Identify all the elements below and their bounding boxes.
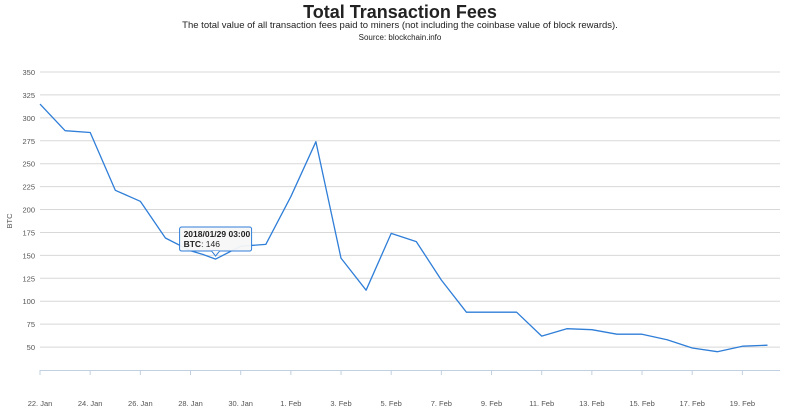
x-tick-label: 11. Feb bbox=[529, 399, 554, 408]
x-tick-label: 5. Feb bbox=[381, 399, 402, 408]
chart-source: Source: blockchain.info bbox=[358, 33, 442, 42]
x-tick-label: 17. Feb bbox=[679, 399, 704, 408]
y-tick-label: 275 bbox=[22, 137, 35, 146]
data-point[interactable] bbox=[489, 309, 495, 315]
data-point[interactable] bbox=[37, 101, 43, 107]
x-tick-label: 1. Feb bbox=[280, 399, 301, 408]
data-point[interactable] bbox=[639, 331, 645, 337]
chart-subtitle: The total value of all transaction fees … bbox=[182, 20, 618, 31]
y-tick-label: 75 bbox=[27, 320, 35, 329]
data-point[interactable] bbox=[388, 230, 394, 236]
x-tick-label: 13. Feb bbox=[579, 399, 604, 408]
y-tick-label: 225 bbox=[22, 183, 35, 192]
data-point[interactable] bbox=[87, 130, 93, 136]
x-tick-label: 19. Feb bbox=[730, 399, 755, 408]
y-tick-label: 250 bbox=[22, 160, 35, 169]
data-point[interactable] bbox=[463, 309, 469, 315]
series-line-btc bbox=[39, 103, 768, 353]
y-tick-label: 175 bbox=[22, 228, 35, 237]
y-tick-label: 350 bbox=[22, 68, 35, 77]
data-point[interactable] bbox=[539, 333, 545, 339]
data-point[interactable] bbox=[764, 342, 770, 348]
tooltip-pointer bbox=[211, 250, 220, 257]
x-tick-label: 9. Feb bbox=[481, 399, 502, 408]
x-tick-label: 24. Jan bbox=[78, 399, 103, 408]
axis-layer: 50 75 100 125 150 175 200 225 250 275 300 325 350 22.… bbox=[5, 68, 780, 408]
data-point[interactable] bbox=[664, 337, 670, 343]
data-point[interactable] bbox=[162, 235, 168, 241]
x-tick-label: 26. Jan bbox=[128, 399, 153, 408]
data-point[interactable] bbox=[514, 309, 520, 315]
x-tick-label: 15. Feb bbox=[629, 399, 654, 408]
data-point[interactable] bbox=[213, 256, 219, 262]
grid-layer bbox=[40, 71, 780, 348]
y-tick-label: 300 bbox=[22, 114, 35, 123]
data-point[interactable] bbox=[263, 241, 269, 247]
y-tick-label: 125 bbox=[22, 274, 35, 283]
data-point[interactable] bbox=[363, 287, 369, 293]
tooltip-series-value: 146 bbox=[206, 239, 220, 249]
data-point[interactable] bbox=[313, 139, 319, 145]
y-tick-label: 150 bbox=[22, 251, 35, 260]
x-tick-label: 3. Feb bbox=[330, 399, 351, 408]
series-layer bbox=[37, 101, 770, 355]
y-tick-label: 200 bbox=[22, 206, 35, 215]
data-point[interactable] bbox=[714, 349, 720, 355]
data-point[interactable] bbox=[338, 255, 344, 261]
data-point[interactable] bbox=[614, 331, 620, 337]
data-point[interactable] bbox=[564, 326, 570, 332]
y-tick-label: 50 bbox=[27, 343, 35, 352]
x-tick-label: 30. Jan bbox=[228, 399, 253, 408]
data-point[interactable] bbox=[137, 198, 143, 204]
y-tick-label: 100 bbox=[22, 297, 35, 306]
x-tick-label: 7. Feb bbox=[431, 399, 452, 408]
chart-title: Total Transaction Fees bbox=[303, 2, 497, 22]
data-point[interactable] bbox=[288, 194, 294, 200]
y-axis-title: BTC bbox=[5, 213, 14, 229]
data-point[interactable] bbox=[62, 128, 68, 134]
data-point[interactable] bbox=[689, 345, 695, 351]
data-point[interactable] bbox=[413, 239, 419, 245]
data-point[interactable] bbox=[112, 187, 118, 193]
data-point[interactable] bbox=[739, 343, 745, 349]
tooltip-value: BTC: 146 bbox=[184, 239, 221, 249]
x-tick-label: 22. Jan bbox=[28, 399, 53, 408]
x-tick-label: 28. Jan bbox=[178, 399, 203, 408]
data-point[interactable] bbox=[589, 327, 595, 333]
data-point[interactable] bbox=[200, 251, 206, 257]
data-point[interactable] bbox=[438, 277, 444, 283]
tooltip-date: 2018/01/29 03:00 bbox=[184, 229, 251, 239]
tooltip-series-label: BTC bbox=[184, 239, 201, 249]
y-tick-label: 325 bbox=[22, 91, 35, 100]
